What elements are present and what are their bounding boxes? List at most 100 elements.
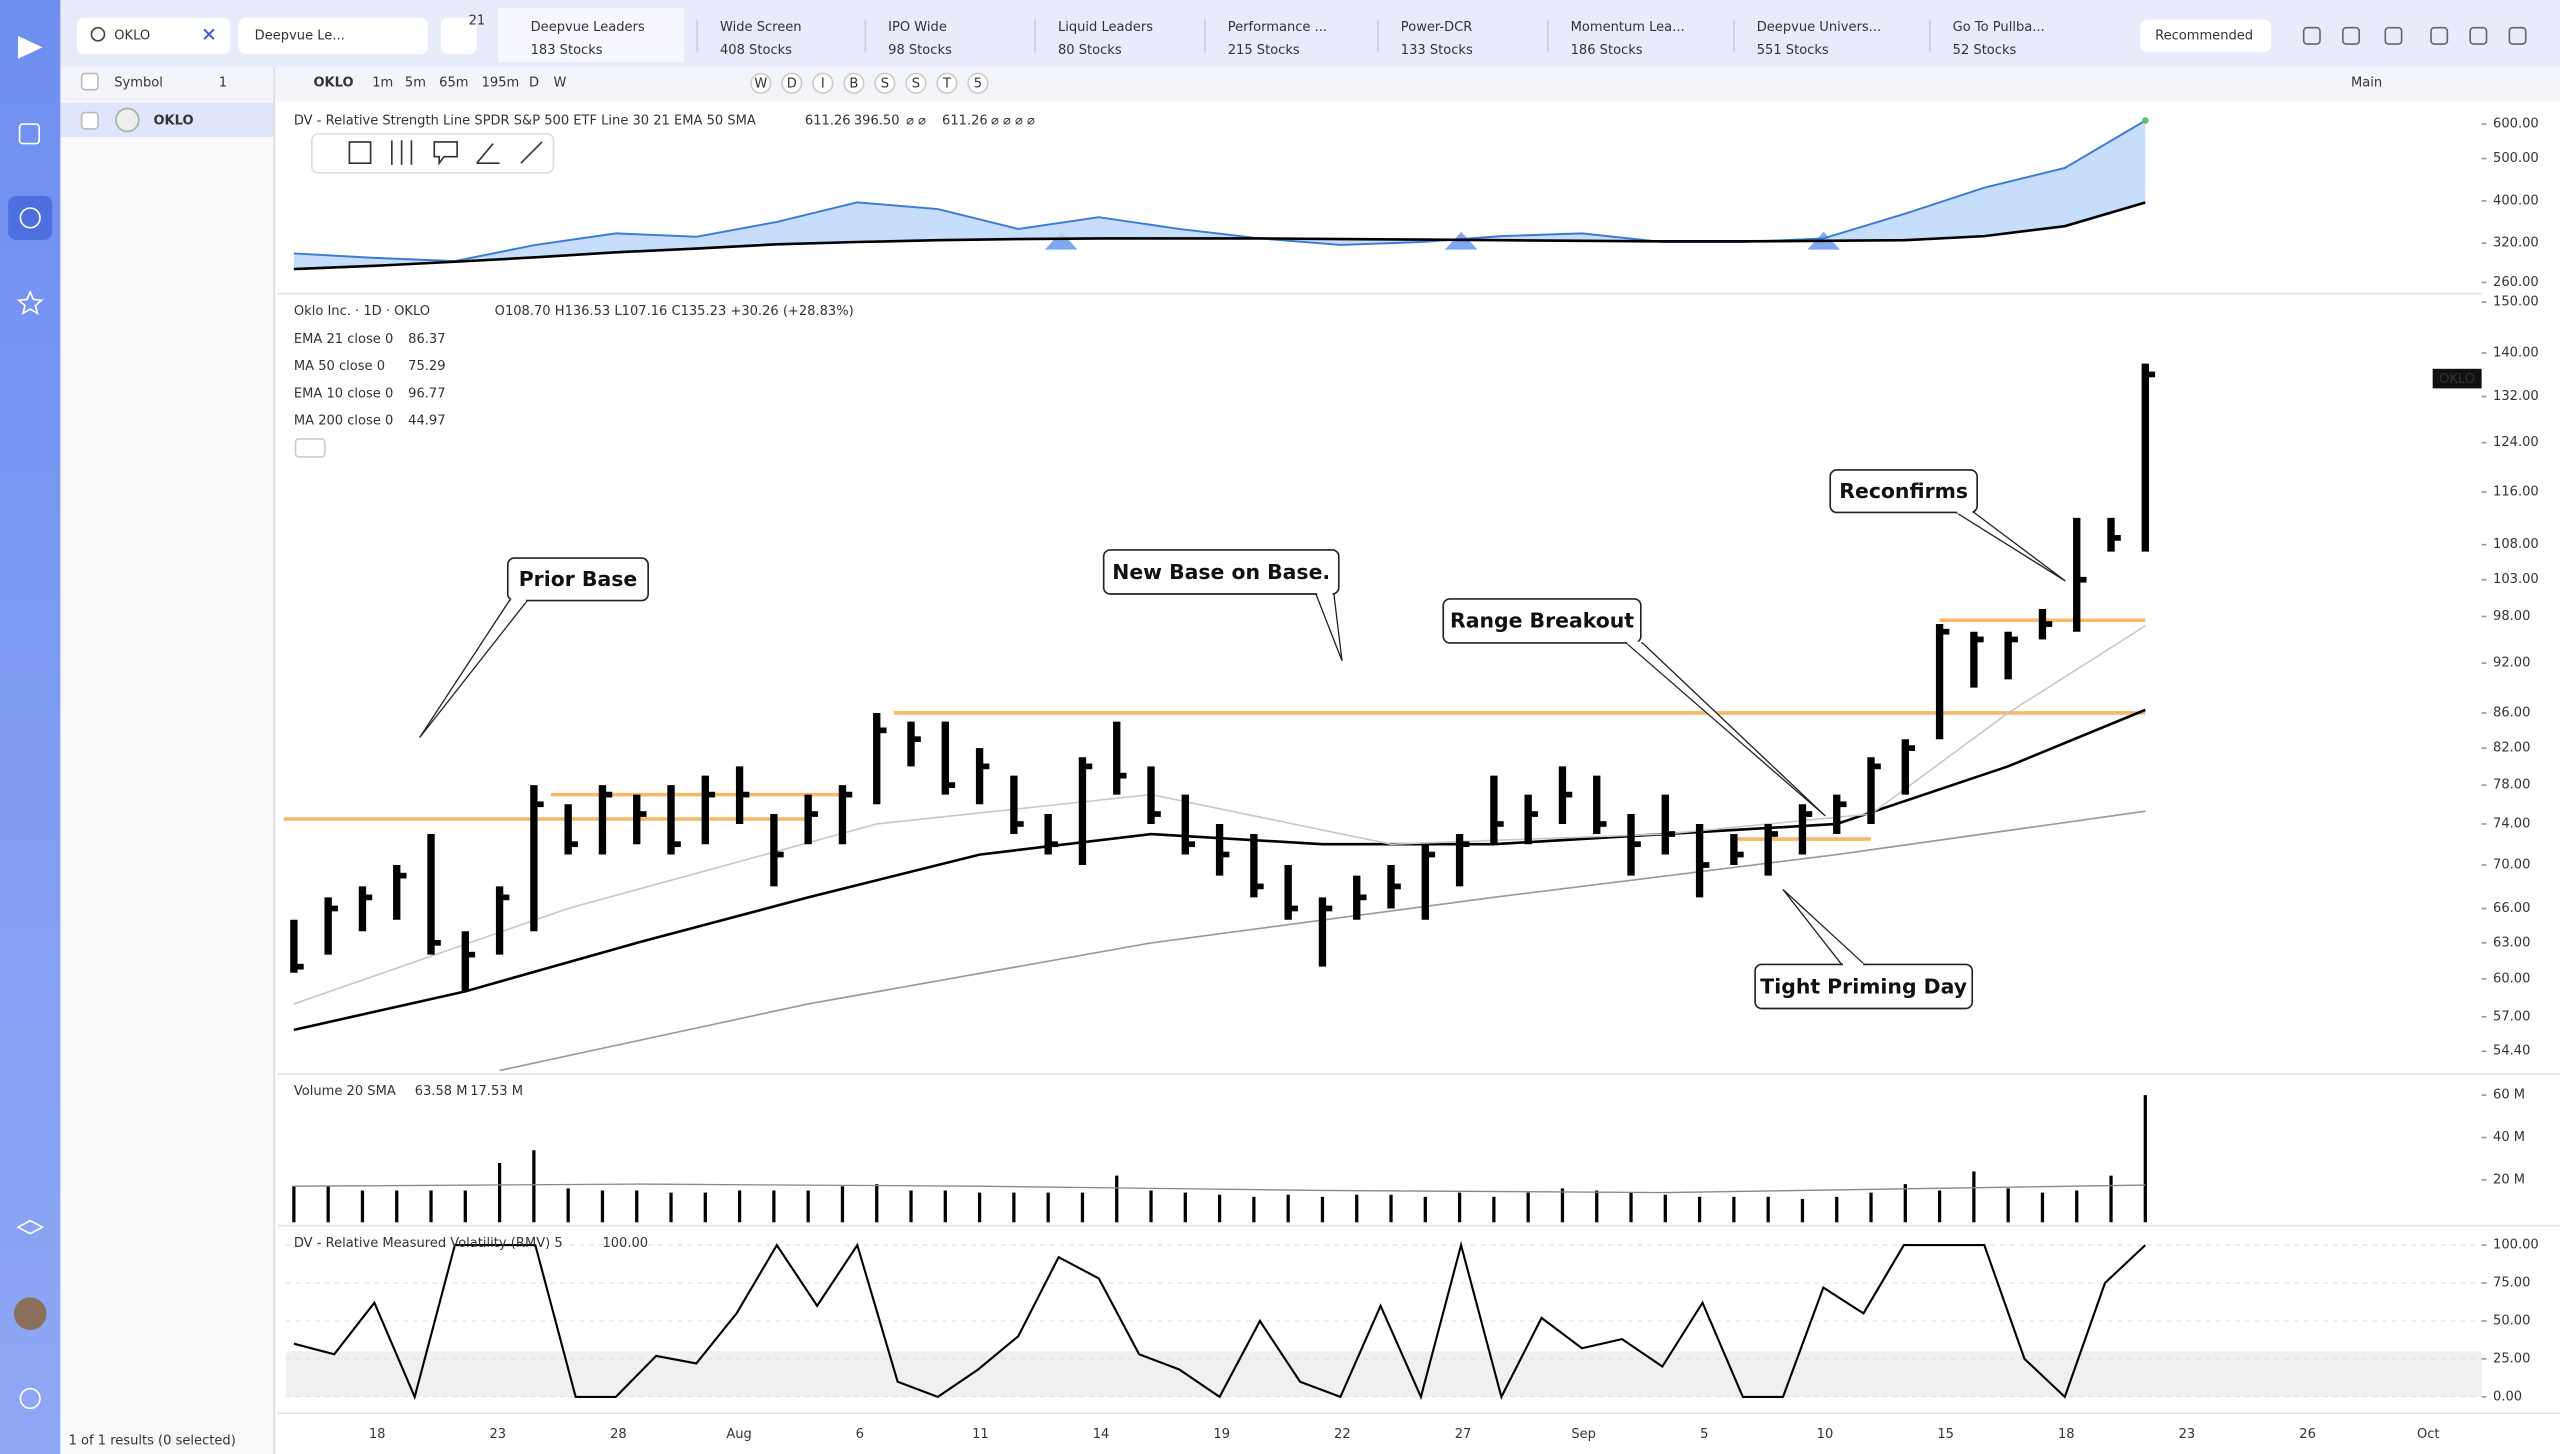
legend-value: 100.00 <box>602 1236 648 1251</box>
tool-fib[interactable] <box>391 140 413 165</box>
logo[interactable] <box>17 35 43 59</box>
x-tick-label: 22 <box>1334 1427 1351 1442</box>
callout-text: Range Breakout <box>1450 609 1634 633</box>
search-box[interactable] <box>76 17 231 54</box>
header-icon[interactable] <box>2302 26 2321 45</box>
interval[interactable]: 1m <box>372 76 393 91</box>
watchlist-select[interactable] <box>238 17 428 54</box>
toolbar-chip[interactable] <box>812 72 834 94</box>
toolbar-chip[interactable] <box>967 72 989 94</box>
callout-box <box>1829 469 1978 514</box>
x-tick-label: 14 <box>1093 1427 1110 1442</box>
legend-value: 611.26 <box>942 113 988 128</box>
y-tick-label: 92.00 <box>2493 656 2530 671</box>
header-icon[interactable] <box>2384 26 2403 45</box>
tab-count: 80 Stocks <box>1058 43 1122 58</box>
toolbar-chip[interactable] <box>750 72 772 94</box>
callout-text: Tight Priming Day <box>1760 974 1967 998</box>
toolbar-chip[interactable] <box>905 72 927 94</box>
x-tick-label: 23 <box>2179 1427 2196 1442</box>
tool-note[interactable] <box>433 141 458 166</box>
watchlist-panel <box>60 101 275 1454</box>
toolbar-letter: D <box>787 77 797 92</box>
help-icon[interactable] <box>19 1387 41 1410</box>
toolbar-symbol: OKLO <box>313 76 353 91</box>
x-tick-label: Aug <box>726 1427 751 1442</box>
tab-name: Wide Screen <box>720 20 802 35</box>
header-icon[interactable] <box>2469 26 2488 45</box>
column-header: Symbol <box>114 76 163 91</box>
y-tick-label: 78.00 <box>2493 778 2530 793</box>
callout-text: New Base on Base. <box>1112 560 1330 584</box>
indicator-value: 86.37 <box>408 332 445 347</box>
x-tick-label: 23 <box>489 1427 506 1442</box>
callout-box <box>506 557 649 602</box>
active-tab[interactable] <box>497 8 685 63</box>
indicator-value: 96.77 <box>408 386 445 401</box>
interval[interactable]: D <box>529 76 539 91</box>
callout-text: Reconfirms <box>1839 479 1968 503</box>
toolbar-chip[interactable] <box>843 72 865 94</box>
nav-icon[interactable] <box>16 1219 45 1235</box>
nav-icon[interactable] <box>16 290 44 316</box>
nav-active[interactable] <box>8 195 53 240</box>
interval[interactable]: 195m <box>482 76 520 91</box>
nav-rail <box>0 0 61 1454</box>
clear-icon[interactable] <box>203 28 215 40</box>
interval[interactable]: W <box>553 76 566 91</box>
tab-count: 52 Stocks <box>1953 43 2017 58</box>
collapse-button[interactable] <box>294 438 326 458</box>
drawing-toolbar-bg <box>311 132 555 174</box>
toolbar-chip[interactable] <box>936 72 958 94</box>
price-tag-bg <box>2432 368 2482 389</box>
y-tick-label: 63.00 <box>2493 935 2530 950</box>
sort-select[interactable] <box>2140 19 2272 53</box>
x-tick-label: 15 <box>1937 1427 1954 1442</box>
shaded-band <box>285 1351 2482 1397</box>
tab-name: Liquid Leaders <box>1058 20 1153 35</box>
nav-icon[interactable] <box>19 207 41 229</box>
tab-name: Deepvue Univers... <box>1757 20 1881 35</box>
x-tick-label: 18 <box>2058 1427 2075 1442</box>
tool-line[interactable] <box>520 141 543 164</box>
symbol-logo <box>115 107 140 133</box>
search-text[interactable]: OKLO <box>114 28 150 43</box>
indicator-label: EMA 10 close 0 <box>294 386 393 401</box>
interval[interactable]: 65m <box>439 76 468 91</box>
x-tick-label: 27 <box>1455 1427 1472 1442</box>
tab-name: Performance ... <box>1228 20 1327 35</box>
price-tag: OKLO <box>2439 372 2475 387</box>
y-tick-label: 70.00 <box>2493 858 2530 873</box>
tool-rect[interactable] <box>348 141 372 165</box>
avatar[interactable] <box>13 1297 47 1330</box>
toolbar-chip[interactable] <box>874 72 896 94</box>
checkbox[interactable] <box>80 72 99 91</box>
drawing-toolbar <box>311 132 555 174</box>
x-tick-label: 11 <box>972 1427 989 1442</box>
tab-name: IPO Wide <box>888 20 947 35</box>
checkbox[interactable] <box>80 111 99 130</box>
x-tick-label: 10 <box>1817 1427 1834 1442</box>
y-tick-label: 108.00 <box>2493 537 2539 552</box>
toolbar-chip[interactable] <box>781 72 803 94</box>
y-tick-label: 140.00 <box>2493 346 2539 361</box>
x-tick-label: 26 <box>2299 1427 2316 1442</box>
y-tick-label: 0.00 <box>2493 1389 2522 1404</box>
indicator-value: 75.29 <box>408 359 445 374</box>
y-tick-label: 600.00 <box>2493 117 2539 132</box>
header-icon[interactable] <box>2430 26 2449 45</box>
tool-brush[interactable] <box>476 143 500 165</box>
row-symbol[interactable]: OKLO <box>153 113 193 128</box>
y-tick-label: 74.00 <box>2493 816 2530 831</box>
y-tick-label: 116.00 <box>2493 484 2539 499</box>
interval[interactable]: 5m <box>405 76 426 91</box>
header-icon[interactable] <box>2342 26 2360 45</box>
nav-icon[interactable] <box>18 123 40 145</box>
sort-button[interactable] <box>440 17 477 54</box>
pane-title: DV - Relative Strength Line SPDR S&P 500… <box>294 113 756 128</box>
header-icon[interactable] <box>2508 26 2527 45</box>
callout-box <box>1754 963 1974 1010</box>
callout: Reconfirms <box>1829 469 2066 582</box>
indicator-label: MA 50 close 0 <box>294 359 385 374</box>
